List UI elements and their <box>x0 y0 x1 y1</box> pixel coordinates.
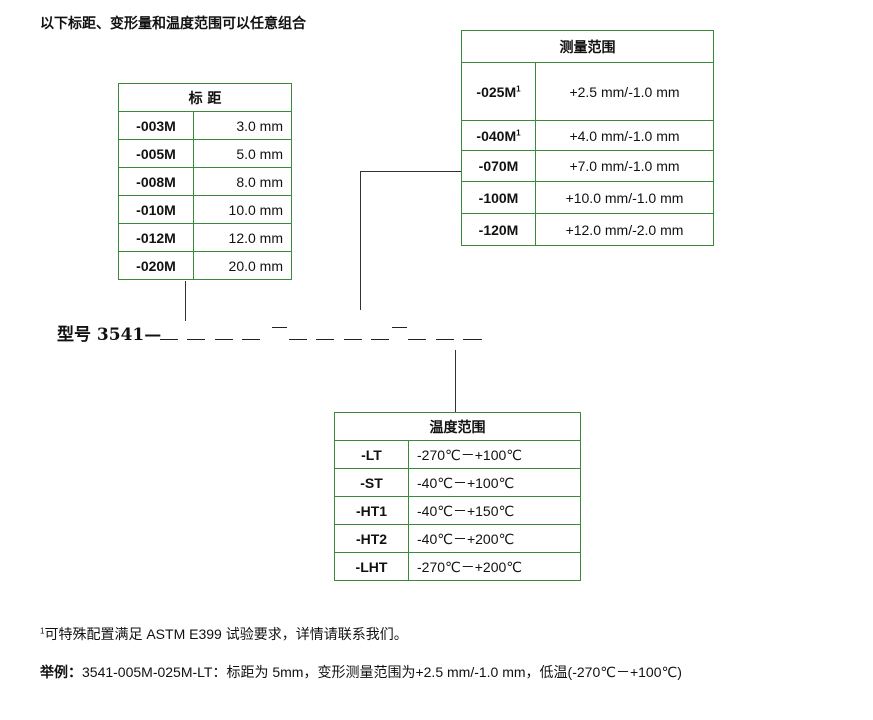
connector-line <box>455 350 456 412</box>
table-row: -025M1 +2.5 mm/-1.0 mm <box>461 62 714 121</box>
value-cell: 10.0 mm <box>193 195 292 224</box>
value-cell: +4.0 mm/-1.0 mm <box>535 120 714 151</box>
code-cell: -100M <box>461 181 536 214</box>
temperature-range-table: 温度范围 -LT -270℃－+100℃ -ST -40℃－+100℃ -HT1 -40℃… <box>334 412 581 581</box>
code-cell: -008M <box>118 167 194 196</box>
model-label: 型号 3541— <box>57 325 162 345</box>
value-cell: -40℃－+100℃ <box>408 468 581 497</box>
code-cell: -010M <box>118 195 194 224</box>
code-cell: -005M <box>118 139 194 168</box>
code-cell: -LT <box>334 440 409 469</box>
code-cell: -ST <box>334 468 409 497</box>
table-row: -070M +7.0 mm/-1.0 mm <box>461 150 714 182</box>
value-cell: +7.0 mm/-1.0 mm <box>535 150 714 182</box>
table-row: -040M1 +4.0 mm/-1.0 mm <box>461 120 714 151</box>
value-cell: 5.0 mm <box>193 139 292 168</box>
example: 举例：3541-005M-025M-LT：标距为 5mm，变形测量范围为+2.5… <box>40 664 682 680</box>
connector-line <box>185 281 186 321</box>
table-row: -008M 8.0 mm <box>118 167 292 196</box>
range-header: 测量范围 <box>461 30 714 63</box>
table-row: -120M +12.0 mm/-2.0 mm <box>461 213 714 246</box>
table-row: -100M +10.0 mm/-1.0 mm <box>461 181 714 214</box>
measuring-range-table: 测量范围 -025M1 +2.5 mm/-1.0 mm -040M1 +4.0 mm/… <box>461 30 714 246</box>
connector-line <box>360 171 361 310</box>
code-cell: -070M <box>461 150 536 182</box>
value-cell: 12.0 mm <box>193 223 292 252</box>
code-cell: -025M1 <box>461 62 536 121</box>
value-cell: -40℃－+150℃ <box>408 496 581 525</box>
value-cell: -270℃－+200℃ <box>408 552 581 581</box>
value-cell: 3.0 mm <box>193 111 292 140</box>
table-row: -HT2 -40℃－+200℃ <box>334 524 581 553</box>
code-cell: -HT1 <box>334 496 409 525</box>
table-row: -LHT -270℃－+200℃ <box>334 552 581 581</box>
table-row: -HT1 -40℃－+150℃ <box>334 496 581 525</box>
connector-line <box>360 171 461 172</box>
value-cell: +10.0 mm/-1.0 mm <box>535 181 714 214</box>
code-cell: -020M <box>118 251 194 280</box>
code-cell: -LHT <box>334 552 409 581</box>
value-cell: +2.5 mm/-1.0 mm <box>535 62 714 121</box>
code-cell: -HT2 <box>334 524 409 553</box>
code-cell: -003M <box>118 111 194 140</box>
gauge-header: 标 距 <box>118 83 292 112</box>
heading: 以下标距、变形量和温度范围可以任意组合 <box>40 16 306 32</box>
table-row: -003M 3.0 mm <box>118 111 292 140</box>
table-row: -005M 5.0 mm <box>118 139 292 168</box>
temp-header: 温度范围 <box>334 412 581 441</box>
table-row: -LT -270℃－+100℃ <box>334 440 581 469</box>
value-cell: 20.0 mm <box>193 251 292 280</box>
value-cell: +12.0 mm/-2.0 mm <box>535 213 714 246</box>
table-row: -010M 10.0 mm <box>118 195 292 224</box>
value-cell: 8.0 mm <box>193 167 292 196</box>
footnote: 1可特殊配置满足 ASTM E399 试验要求，详情请联系我们。 <box>40 626 408 642</box>
code-cell: -120M <box>461 213 536 246</box>
code-cell: -040M1 <box>461 120 536 151</box>
code-cell: -012M <box>118 223 194 252</box>
value-cell: -40℃－+200℃ <box>408 524 581 553</box>
table-row: -ST -40℃－+100℃ <box>334 468 581 497</box>
table-row: -012M 12.0 mm <box>118 223 292 252</box>
value-cell: -270℃－+100℃ <box>408 440 581 469</box>
table-row: -020M 20.0 mm <box>118 251 292 280</box>
gauge-length-table: 标 距 -003M 3.0 mm -005M 5.0 mm -008M 8.0 mm -01… <box>118 83 292 280</box>
